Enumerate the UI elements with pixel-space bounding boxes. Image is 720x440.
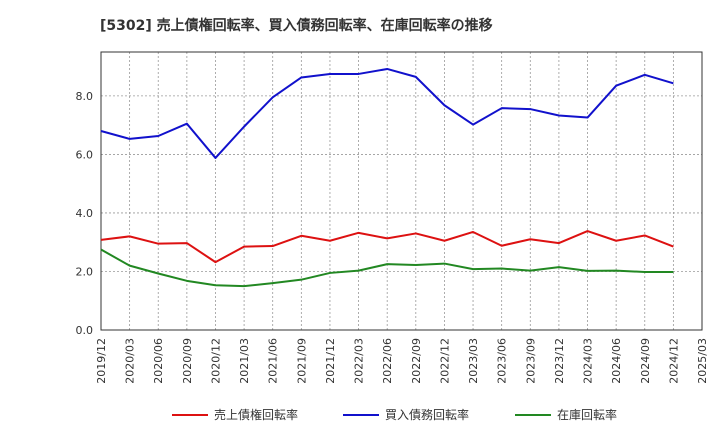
x-tick-label: 2024/06 — [610, 338, 623, 384]
y-tick-label: 4.0 — [76, 207, 94, 220]
x-tick-label: 2023/03 — [467, 338, 480, 384]
x-tick-label: 2023/06 — [496, 338, 509, 384]
x-tick-label: 2022/09 — [410, 338, 423, 384]
legend: 売上債権回転率 買入債務回転率 在庫回転率 — [172, 407, 617, 422]
y-tick-label: 2.0 — [76, 265, 94, 278]
x-tick-label: 2024/12 — [667, 338, 680, 384]
y-tick-label: 0.0 — [76, 324, 94, 337]
x-tick-label: 2020/09 — [181, 338, 194, 384]
x-tick-label: 2022/12 — [438, 338, 451, 384]
x-tick-label: 2024/03 — [582, 338, 595, 384]
x-tick-label: 2022/03 — [353, 338, 366, 384]
x-tick-label: 2021/06 — [267, 338, 280, 384]
grid — [100, 52, 703, 331]
x-tick-label: 2020/03 — [124, 338, 137, 384]
x-tick-label: 2021/12 — [324, 338, 337, 384]
x-tick-label: 2025/03 — [696, 338, 709, 384]
x-tick-label: 2021/03 — [238, 338, 251, 384]
y-axis-ticks: 0.0 2.0 4.0 6.0 8.0 — [76, 90, 94, 337]
x-tick-label: 2020/06 — [152, 338, 165, 384]
x-tick-label: 2019/12 — [95, 338, 108, 384]
plot-frame — [100, 51, 703, 331]
x-tick-label: 2022/06 — [381, 338, 394, 384]
series-line-1 — [100, 230, 674, 264]
series-line-2 — [100, 67, 674, 159]
series-line-3 — [100, 248, 674, 288]
legend-label: 在庫回転率 — [557, 407, 617, 422]
legend-label: 売上債権回転率 — [214, 407, 298, 422]
legend-label: 買入債務回転率 — [385, 407, 469, 422]
x-tick-label: 2023/09 — [524, 338, 537, 384]
chart-title: [5302] 売上債権回転率、買入債務回転率、在庫回転率の推移 — [100, 17, 493, 34]
x-tick-label: 2021/09 — [295, 338, 308, 384]
x-tick-label: 2024/09 — [639, 338, 652, 384]
y-tick-label: 8.0 — [76, 90, 94, 103]
y-tick-label: 6.0 — [76, 148, 94, 161]
x-axis-ticks: 2019/12 2020/03 2020/06 2020/09 2020/12 2021/… — [95, 338, 709, 384]
x-tick-label: 2020/12 — [209, 338, 222, 384]
x-tick-label: 2023/12 — [553, 338, 566, 384]
series-group — [100, 67, 674, 288]
